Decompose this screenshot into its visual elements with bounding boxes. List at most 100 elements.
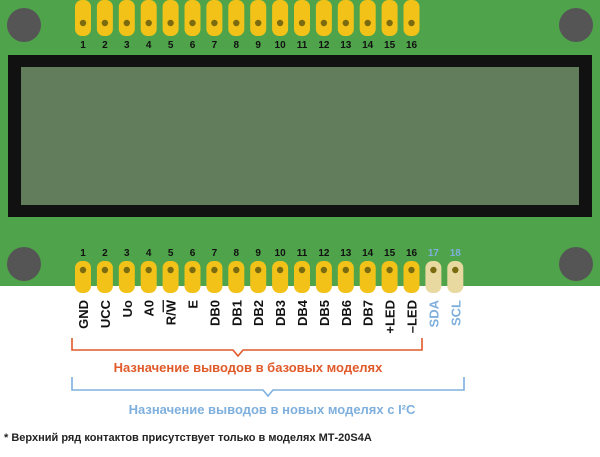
pin-label-db7: DB7	[361, 300, 376, 326]
top-pin-number: 7	[212, 40, 218, 51]
bottom-pin-9	[250, 261, 267, 293]
top-pin-12	[315, 0, 332, 36]
top-pin-8	[228, 0, 245, 36]
mounting-hole-bottom-left	[7, 247, 41, 281]
top-pin-5	[162, 0, 179, 36]
pin-label-db5: DB5	[317, 300, 332, 326]
top-pin-header	[75, 0, 420, 36]
pin-label-db1: DB1	[229, 300, 244, 326]
top-pin-number: 13	[340, 40, 352, 51]
top-pin-14	[359, 0, 376, 36]
top-pin-numbers: 1 2 3 4 5 6 7 8 9 10 11 12 13 14 15 16	[80, 40, 417, 51]
bottom-pin-number: 13	[340, 248, 352, 259]
pin-label-scl: SCL	[448, 300, 463, 326]
pin-label-db4: DB4	[295, 299, 310, 326]
top-pin-9	[250, 0, 267, 36]
bottom-pin-13	[337, 261, 354, 293]
bottom-pin-number: 8	[234, 248, 240, 259]
top-pin-13	[337, 0, 354, 36]
bottom-pin-header	[75, 261, 464, 293]
bottom-pin-number: 10	[275, 248, 287, 259]
bottom-pin-number: 17	[428, 248, 440, 259]
top-pin-number: 9	[255, 40, 261, 51]
top-pin-number: 14	[362, 40, 374, 51]
bottom-pin-17	[425, 261, 442, 293]
bottom-pin-18	[447, 261, 464, 293]
mounting-hole-top-right	[559, 8, 593, 42]
top-pin-number: 6	[190, 40, 196, 51]
top-pin-1	[75, 0, 91, 36]
bottom-pin-4	[140, 261, 157, 293]
bottom-pin-number: 6	[190, 248, 196, 259]
top-pin-2	[96, 0, 113, 36]
bottom-pin-number: 1	[80, 248, 86, 259]
bottom-pin-5	[162, 261, 179, 293]
top-pin-10	[272, 0, 289, 36]
footnote: * Верхний ряд контактов присутствует тол…	[4, 432, 372, 444]
bottom-pin-number: 12	[318, 248, 330, 259]
mounting-hole-top-left	[7, 8, 41, 42]
top-pin-number: 10	[275, 40, 287, 51]
bottom-pin-7	[206, 261, 223, 293]
pin-label-sda: SDA	[426, 299, 441, 327]
bottom-pin-number: 11	[297, 248, 308, 259]
bottom-pin-labels: GND UCC Uo A0 R/W E DB0 DB1 DB2 DB3 DB4 DB5 DB6 DB7 +L…	[76, 299, 463, 333]
pin-label-a0: A0	[142, 300, 157, 317]
top-pin-number: 11	[297, 40, 308, 51]
pin-label-led: +LED	[383, 300, 398, 334]
pin-label-e: E	[186, 300, 201, 309]
i2c-models-bracket	[71, 377, 465, 398]
pin-label-ucc: UCC	[98, 299, 113, 328]
bottom-pin-15	[381, 261, 398, 293]
top-pin-number: 8	[234, 40, 240, 51]
bottom-pin-number: 3	[124, 248, 130, 259]
pin-label-db6: DB6	[339, 300, 354, 326]
pin-label-db3: DB3	[273, 300, 288, 326]
bottom-pin-numbers: 1 2 3 4 5 6 7 8 9 10 11 12 13 14 15 16 17 18	[80, 248, 461, 259]
bottom-pin-number: 5	[168, 248, 174, 259]
basic-models-bracket	[71, 338, 423, 358]
bottom-pin-number: 15	[384, 248, 396, 259]
top-pin-15	[381, 0, 398, 36]
top-pin-number: 3	[124, 40, 130, 51]
top-pin-number: 2	[102, 40, 108, 51]
bottom-pin-2	[96, 261, 113, 293]
mounting-hole-bottom-right	[559, 247, 593, 281]
top-pin-number: 15	[384, 40, 396, 51]
pin-label-led: –LED	[405, 300, 420, 333]
top-pin-number: 4	[146, 40, 152, 51]
top-pin-4	[140, 0, 157, 36]
display-screen	[21, 67, 579, 205]
pin-label-gnd: GND	[76, 300, 91, 329]
top-pin-7	[206, 0, 223, 36]
bottom-pin-number: 18	[450, 248, 462, 259]
bottom-pin-number: 16	[406, 248, 418, 259]
top-pin-16	[403, 0, 420, 36]
i2c-models-caption: Назначение выводов в новых моделях с I²C	[129, 402, 416, 417]
bottom-pin-10	[272, 261, 289, 293]
bottom-pin-1	[75, 261, 91, 293]
bottom-pin-12	[315, 261, 332, 293]
bottom-pin-number: 7	[212, 248, 218, 259]
bottom-pin-8	[228, 261, 245, 293]
top-pin-number: 1	[80, 40, 86, 51]
basic-models-caption: Назначение выводов в базовых моделях	[114, 360, 384, 375]
top-pin-3	[118, 0, 135, 36]
top-pin-number: 16	[406, 40, 418, 51]
pin-label-rw: R/W	[164, 299, 179, 325]
pin-label-db0: DB0	[207, 300, 222, 326]
bottom-pin-number: 2	[102, 248, 108, 259]
bottom-pin-3	[118, 261, 135, 293]
bottom-pin-16	[403, 261, 420, 293]
bottom-pin-11	[294, 261, 310, 293]
bottom-pin-number: 4	[146, 248, 152, 259]
top-pin-11	[294, 0, 310, 36]
bottom-pin-14	[359, 261, 376, 293]
bottom-pin-number: 14	[362, 248, 374, 259]
pin-label-db2: DB2	[251, 300, 266, 326]
bottom-pin-6	[184, 261, 201, 293]
top-pin-number: 12	[318, 40, 330, 51]
top-pin-number: 5	[168, 40, 174, 51]
pin-label-uo: Uo	[120, 300, 135, 317]
